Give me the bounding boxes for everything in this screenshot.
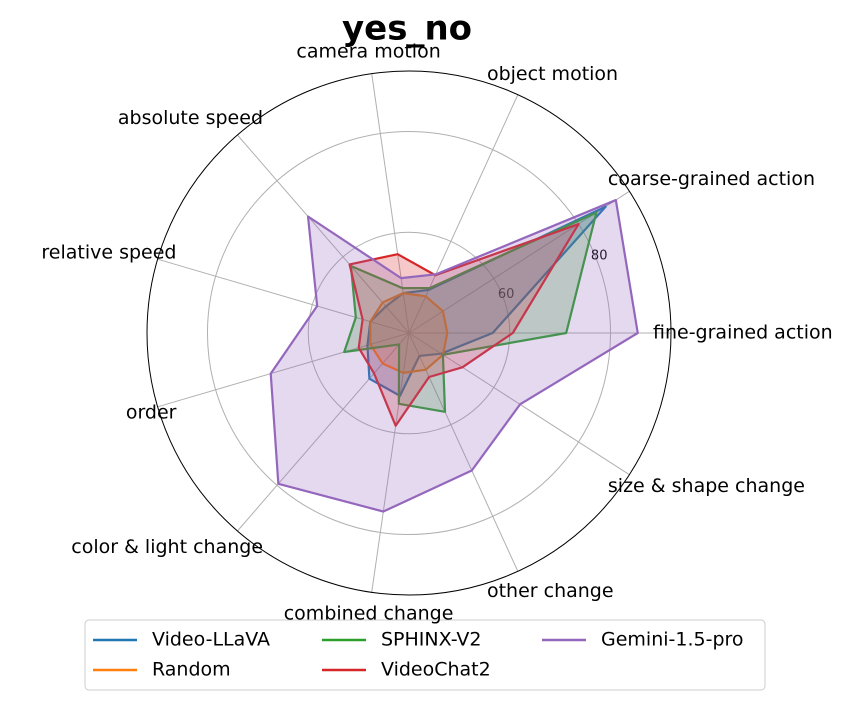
- category-label: color & light change: [71, 536, 263, 558]
- legend-label: Video-LLaVA: [152, 629, 270, 651]
- category-label: order: [126, 402, 177, 424]
- legend-label: VideoChat2: [381, 659, 491, 681]
- spoke: [408, 332, 519, 572]
- spoke: [157, 258, 410, 334]
- r-tick-label: 80: [591, 248, 608, 263]
- legend-label: Gemini-1.5-pro: [601, 629, 744, 651]
- spoke: [371, 332, 410, 593]
- outer-circle: [146, 70, 672, 596]
- category-label: fine-grained action: [653, 322, 833, 344]
- legend-label: SPHINX-V2: [381, 629, 482, 651]
- category-label: combined change: [284, 603, 454, 625]
- category-label: other change: [487, 580, 614, 602]
- series-area: [269, 198, 639, 513]
- category-label: size & shape change: [608, 475, 805, 497]
- series-area: [369, 292, 449, 374]
- spoke: [237, 134, 410, 334]
- category-label: camera motion: [296, 40, 440, 62]
- category-label: object motion: [487, 63, 618, 85]
- series-area: [343, 211, 598, 413]
- chart-title: yes_no: [342, 9, 472, 49]
- legend-label: Random: [152, 659, 231, 681]
- legend-box: [84, 619, 766, 691]
- spoke: [237, 332, 410, 532]
- spoke: [408, 94, 519, 334]
- category-label: coarse-grained action: [608, 168, 815, 190]
- series-area: [348, 222, 580, 427]
- category-label: relative speed: [41, 241, 176, 263]
- r-tick-label: 60: [498, 287, 515, 302]
- category-label: absolute speed: [118, 107, 263, 129]
- spoke: [371, 73, 410, 334]
